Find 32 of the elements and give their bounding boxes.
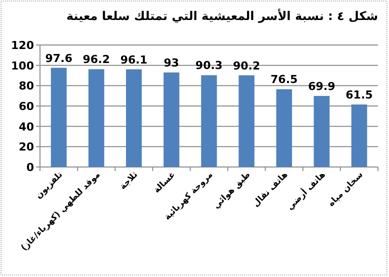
bar	[88, 69, 104, 167]
x-tick-label: غسالة	[152, 170, 178, 196]
bar	[164, 72, 180, 167]
y-tick-label: 20	[18, 140, 34, 154]
bar	[351, 104, 368, 167]
x-tick-label: سخان مياه	[326, 170, 366, 209]
y-tick-label: 100	[11, 59, 34, 72]
bar	[238, 75, 254, 167]
x-tick-label: تلفزيون	[34, 170, 65, 202]
y-tick-label: 40	[18, 120, 34, 134]
bar	[276, 89, 292, 167]
data-label: 76.5	[270, 73, 298, 86]
data-label: 69.9	[308, 80, 336, 93]
bar	[201, 75, 217, 167]
data-label: 96.1	[120, 53, 148, 66]
y-tick-label: 60	[18, 100, 34, 113]
data-label: 97.6	[45, 52, 73, 65]
data-label: 90.3	[195, 59, 223, 72]
data-label: 90.2	[232, 59, 260, 72]
data-label: 61.5	[346, 88, 373, 102]
x-tick-label: هاتف نقال	[251, 170, 290, 210]
x-tick-label: ثلاجة	[118, 170, 140, 192]
bar	[314, 96, 330, 167]
y-tick-label: 80	[18, 80, 34, 93]
bar	[50, 68, 67, 167]
data-label: 93	[164, 56, 180, 70]
y-tick-label: 120	[11, 39, 34, 52]
bar	[126, 69, 142, 167]
data-label: 96.2	[82, 53, 110, 66]
y-tick-label: 0	[26, 161, 34, 174]
x-tick-label: طبق هوائي	[212, 170, 253, 212]
chart-title: شكل ٤ : نسبة الأسر المعيشية التي تمتلك سلعا معينة	[66, 8, 378, 23]
